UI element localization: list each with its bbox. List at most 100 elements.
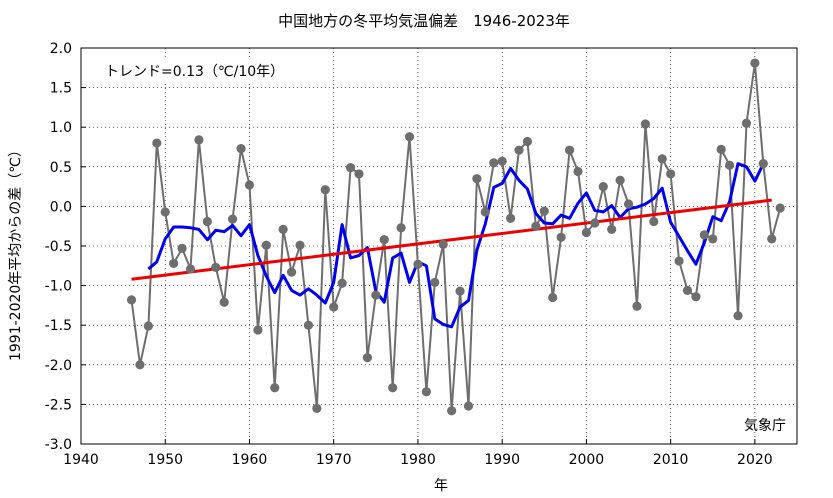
annual-point xyxy=(767,234,777,244)
trend-annotation: トレンド=0.13（℃/10年） xyxy=(105,64,284,80)
annual-point xyxy=(152,138,162,148)
annual-point xyxy=(388,383,398,393)
source-annotation: 気象庁 xyxy=(744,418,786,434)
annual-point xyxy=(539,206,549,216)
annual-point xyxy=(640,119,650,129)
annual-point xyxy=(447,406,457,416)
x-tick-label: 1980 xyxy=(400,452,436,468)
annual-point xyxy=(126,295,137,305)
annual-point xyxy=(581,227,592,238)
x-tick-label: 1940 xyxy=(63,452,99,468)
annual-point xyxy=(362,353,372,363)
annual-point xyxy=(160,207,170,217)
annual-point xyxy=(725,160,735,170)
annual-point xyxy=(699,230,709,240)
annual-point xyxy=(177,243,187,253)
annual-point xyxy=(303,320,314,330)
x-tick-label: 1970 xyxy=(316,452,352,468)
annual-point xyxy=(615,175,625,185)
annual-point xyxy=(228,214,238,224)
annual-point xyxy=(337,278,347,288)
y-tick-label: 1.5 xyxy=(50,81,72,97)
annual-point xyxy=(758,159,768,169)
annual-point xyxy=(261,240,271,250)
annual-point xyxy=(607,224,617,234)
annual-point xyxy=(143,321,153,331)
x-tick-labels: 1940 1950 1960 1970 1980 1990 2000 2010 2020 xyxy=(63,452,773,468)
annual-point xyxy=(244,180,255,190)
annual-point xyxy=(211,262,221,272)
trend-legend-box xyxy=(96,58,302,84)
annual-point xyxy=(682,285,693,295)
annual-point xyxy=(750,58,760,68)
annual-point xyxy=(312,403,322,413)
annual-point xyxy=(345,162,356,173)
y-tick-label: 1.0 xyxy=(50,120,72,136)
annual-point xyxy=(522,136,533,147)
annual-point xyxy=(666,169,676,179)
annual-point xyxy=(489,158,499,168)
y-tick-label: -2.0 xyxy=(45,358,72,374)
annual-point xyxy=(421,387,431,397)
y-tick-label: -0.5 xyxy=(45,239,72,255)
annual-point xyxy=(590,218,600,228)
x-tick-label: 2010 xyxy=(653,452,689,468)
annual-point xyxy=(716,144,726,154)
annual-point xyxy=(295,240,305,250)
annual-point xyxy=(253,325,263,335)
annual-point xyxy=(472,174,482,184)
annual-point xyxy=(497,156,507,166)
annual-point xyxy=(455,286,465,296)
annual-point xyxy=(236,143,246,154)
annual-point xyxy=(649,216,659,227)
annual-point xyxy=(708,234,718,244)
annual-point xyxy=(135,360,145,370)
annual-point xyxy=(270,383,280,393)
annual-point xyxy=(598,182,608,192)
y-tick-label: -1.5 xyxy=(45,318,72,334)
y-tick-labels: -3.0 -2.5 -2.0 -1.5 -1.0 -0.5 0.0 0.5 1.0 1.5 2.0 xyxy=(45,41,72,453)
annual-point xyxy=(691,292,701,302)
annual-point xyxy=(531,221,541,231)
annual-point xyxy=(674,256,684,266)
annual-point xyxy=(573,166,583,177)
trend-line xyxy=(131,198,772,281)
annual-point xyxy=(514,145,524,155)
annual-point xyxy=(404,132,415,142)
y-axis-label: 1991-2020年平均からの差（℃） xyxy=(8,143,24,361)
annual-point xyxy=(556,232,566,242)
annual-point xyxy=(185,264,196,274)
annual-point xyxy=(413,259,423,269)
annual-point xyxy=(430,277,440,288)
series-layer xyxy=(126,58,785,416)
annual-point xyxy=(329,302,339,312)
y-tick-label: 2.0 xyxy=(50,41,72,57)
annual-point xyxy=(320,185,330,195)
annual-point xyxy=(286,267,297,277)
y-tick-label: -1.0 xyxy=(45,279,72,295)
annual-point xyxy=(632,301,642,311)
y-tick-label: 0.0 xyxy=(50,199,72,215)
x-tick-label: 1950 xyxy=(147,452,183,468)
x-tick-label: 1990 xyxy=(484,452,520,468)
annual-point xyxy=(278,224,288,234)
plot-frame xyxy=(80,47,798,445)
annual-point xyxy=(480,207,490,217)
x-axis-label: 年 xyxy=(434,478,448,494)
chart-title: 中国地方の冬平均気温偏差 1946-2023年 xyxy=(278,12,570,30)
annual-point xyxy=(379,235,389,245)
annual-point xyxy=(463,401,474,411)
annual-point xyxy=(354,169,364,179)
annual-point xyxy=(438,239,448,250)
annual-point xyxy=(194,135,204,145)
y-tick-label: 0.5 xyxy=(50,160,72,176)
x-tick-label: 2000 xyxy=(569,452,605,468)
annual-point xyxy=(506,213,516,223)
annual-point xyxy=(733,311,743,321)
annual-series-line xyxy=(130,62,782,411)
annual-point xyxy=(775,203,785,213)
annual-point xyxy=(657,154,667,164)
annual-point xyxy=(371,290,381,300)
annual-point xyxy=(564,145,575,155)
